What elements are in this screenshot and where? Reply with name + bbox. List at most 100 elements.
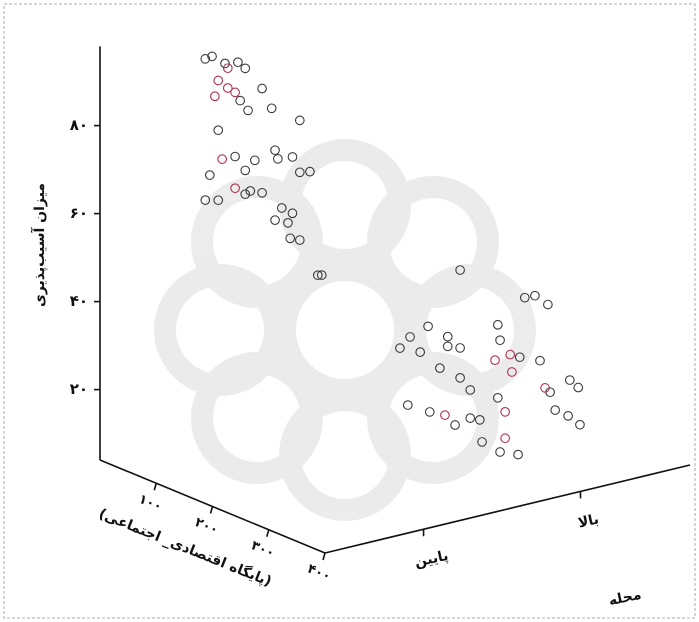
point <box>535 355 545 366</box>
point <box>213 195 224 206</box>
point <box>249 155 260 166</box>
watermark <box>154 139 536 521</box>
point <box>455 343 465 353</box>
point <box>442 331 453 342</box>
point <box>200 195 211 205</box>
point <box>210 91 220 102</box>
point <box>294 235 305 245</box>
point <box>230 87 240 98</box>
point <box>540 383 550 393</box>
point <box>402 400 413 410</box>
point <box>312 270 323 281</box>
point <box>573 382 584 393</box>
point <box>563 411 573 421</box>
point <box>415 347 426 357</box>
point <box>500 406 510 417</box>
frame <box>3 3 696 619</box>
point <box>519 292 530 303</box>
point <box>492 319 503 330</box>
point <box>500 433 510 444</box>
y-tick-label: ۲۰ <box>70 380 88 398</box>
point <box>305 166 315 177</box>
point <box>204 170 215 180</box>
point <box>283 217 293 228</box>
point <box>287 208 298 219</box>
point <box>514 352 525 363</box>
point <box>440 410 450 420</box>
x-tick <box>322 552 326 561</box>
point <box>240 63 251 74</box>
z-axis-label: محله <box>607 587 643 610</box>
point <box>207 51 217 62</box>
point <box>245 186 256 196</box>
point <box>423 321 433 332</box>
point <box>575 419 585 430</box>
point <box>477 437 487 447</box>
point <box>455 265 465 275</box>
z-tick-label: بالا <box>577 511 601 531</box>
point <box>495 447 505 457</box>
point <box>217 154 228 164</box>
x-axis-label: (پایگاه اقتصادی_ اجتماعی) <box>96 505 274 590</box>
z-axis <box>324 464 691 554</box>
z-tick-label: پایین <box>413 548 450 571</box>
point <box>266 103 277 114</box>
point <box>505 349 516 360</box>
point <box>530 290 540 301</box>
x-tick-label: ۳۰۰ <box>249 538 277 561</box>
point <box>450 420 460 430</box>
point <box>285 233 296 244</box>
point <box>273 153 283 164</box>
point <box>276 203 287 213</box>
point <box>550 405 561 415</box>
point <box>240 189 251 200</box>
point <box>455 372 465 383</box>
point <box>230 151 240 162</box>
point <box>213 75 224 86</box>
point <box>235 95 246 106</box>
point <box>424 407 435 417</box>
point <box>233 57 243 68</box>
point <box>222 63 233 74</box>
point <box>213 125 224 136</box>
x-tick <box>209 506 214 514</box>
x-tick-label: ۱۰۰ <box>136 492 164 515</box>
y-tick-label: ۸۰ <box>70 116 88 134</box>
point <box>474 415 485 425</box>
y-axis-label: میزان آسیب‌پذیری <box>30 183 48 307</box>
point <box>405 332 415 342</box>
point <box>465 385 476 395</box>
point <box>270 215 280 225</box>
point <box>257 187 267 198</box>
point <box>294 167 305 178</box>
y-tick-label: ۴۰ <box>70 292 88 310</box>
point <box>200 54 211 64</box>
point <box>220 58 230 69</box>
point <box>395 343 405 353</box>
point <box>492 392 503 403</box>
point <box>442 341 453 352</box>
x-tick <box>265 529 270 537</box>
y-tick-label: ۶۰ <box>70 204 88 222</box>
x-tick-label: ۴۰۰ <box>305 562 333 585</box>
point <box>294 115 305 126</box>
point <box>490 355 500 365</box>
point <box>513 449 523 460</box>
point <box>222 83 233 93</box>
point <box>270 145 280 156</box>
point <box>507 367 517 377</box>
point <box>465 413 476 423</box>
point <box>240 165 251 176</box>
point <box>287 152 298 162</box>
point <box>543 299 553 310</box>
point <box>316 270 327 280</box>
x-tick <box>153 483 158 491</box>
point <box>243 105 253 116</box>
x-tick-label: ۲۰۰ <box>193 515 221 538</box>
point <box>230 183 240 194</box>
point <box>257 83 267 94</box>
point <box>495 335 505 346</box>
point <box>564 375 575 385</box>
